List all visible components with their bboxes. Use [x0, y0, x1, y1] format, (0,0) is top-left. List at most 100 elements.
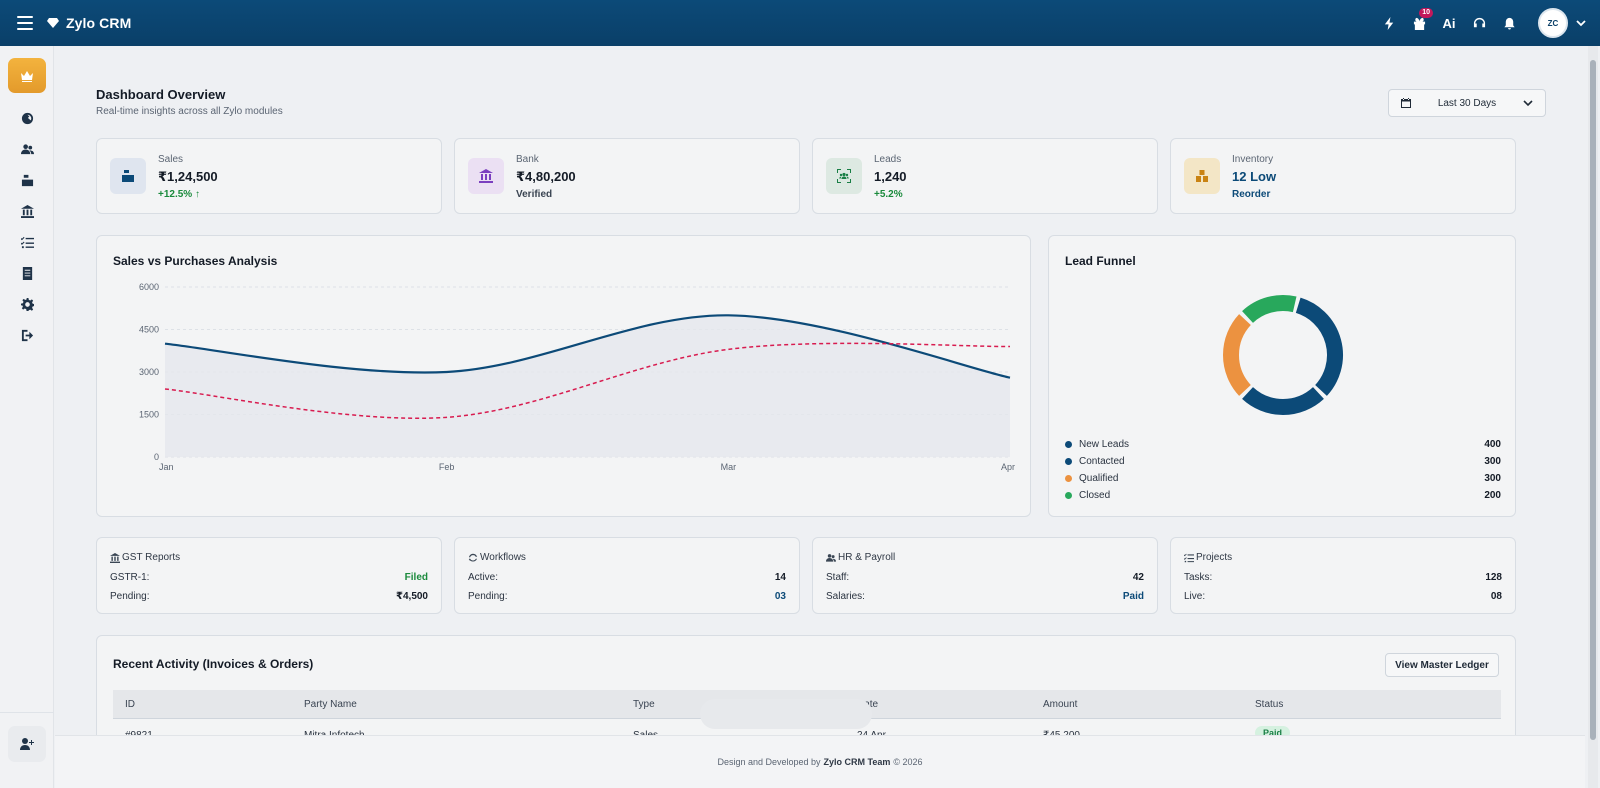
bolt-button[interactable] — [1374, 8, 1404, 38]
legend-dot — [1065, 440, 1072, 448]
module-header: Workflows — [468, 552, 526, 563]
users-icon — [826, 553, 836, 562]
main-content: Dashboard Overview Real-time insights ac… — [55, 46, 1585, 788]
column-header[interactable]: Type — [633, 699, 655, 710]
sidebar-item-reports[interactable] — [0, 263, 54, 283]
kpi-action[interactable]: Reorder — [1232, 189, 1271, 200]
sales-purchases-chart-card: Sales vs Purchases Analysis 0 1500 3000 450… — [96, 235, 1031, 517]
donut-slice-3[interactable] — [1242, 295, 1297, 324]
date-range-select[interactable]: Last 30 Days — [1388, 89, 1546, 117]
module-card-projects[interactable]: Projects Tasks: 128 Live: 08 — [1170, 537, 1516, 614]
kpi-card-inventory[interactable]: Inventory 12 Low Reorder — [1170, 138, 1516, 214]
support-button[interactable] — [1464, 8, 1494, 38]
cash-register-icon — [122, 170, 134, 182]
add-user-button[interactable] — [8, 726, 46, 762]
scrollbar-thumb[interactable] — [1590, 60, 1596, 740]
donut-slice-1[interactable] — [1242, 386, 1324, 415]
gauge-icon — [21, 112, 33, 124]
column-header[interactable]: ID — [125, 699, 135, 710]
y-tick-label: 0 — [154, 452, 159, 462]
kpi-label: Bank — [516, 154, 539, 165]
legend-value: 300 — [1484, 472, 1501, 484]
x-tick-label: Jan — [159, 462, 174, 472]
bell-icon — [1503, 17, 1515, 30]
cash-register-icon — [21, 174, 33, 186]
legend-value: 400 — [1484, 438, 1501, 450]
kpi-card-leads[interactable]: Leads 1,240 +5.2% — [812, 138, 1158, 214]
module-card-gst[interactable]: GST Reports GSTR-1: Filed Pending: ₹4,500 — [96, 537, 442, 614]
funnel-donut — [1223, 295, 1343, 415]
brand[interactable]: Zylo CRM — [47, 15, 131, 31]
column-header[interactable]: Amount — [1043, 699, 1078, 710]
module-title: Workflows — [480, 552, 526, 563]
headset-icon — [1473, 17, 1485, 27]
chevron-down-icon[interactable] — [1576, 18, 1586, 28]
sidebar-item-dashboard[interactable] — [0, 108, 54, 128]
footer-prefix: Design and Developed by — [717, 757, 821, 767]
logout-icon — [21, 329, 33, 341]
module-row: Staff: 42 — [826, 572, 1144, 583]
sidebar-item-tasks[interactable] — [0, 232, 54, 252]
footer-suffix: © 2026 — [893, 757, 923, 767]
legend-label: Qualified — [1079, 472, 1119, 484]
module-row: Tasks: 128 — [1184, 572, 1502, 583]
module-row: GSTR-1: Filed — [110, 572, 428, 583]
sidebar — [0, 46, 54, 788]
kpi-icon-box — [1184, 158, 1220, 194]
x-tick-label: Feb — [439, 462, 455, 472]
gift-button[interactable]: 10 — [1404, 8, 1434, 38]
legend-label: Closed — [1079, 489, 1111, 501]
funnel-legend-qualified: Qualified 300 — [1065, 471, 1501, 485]
kpi-change: +12.5% ↑ — [158, 189, 200, 200]
view-master-ledger-button[interactable]: View Master Ledger — [1385, 653, 1499, 677]
funnel-legend-new-leads: New Leads 400 — [1065, 437, 1501, 451]
series-line-1 — [164, 342, 1011, 419]
sidebar-item-contacts[interactable] — [0, 139, 54, 159]
arrow-up-icon: ↑ — [194, 189, 200, 200]
kpi-label: Leads — [874, 154, 902, 165]
app-name: Zylo CRM — [66, 15, 132, 31]
legend-value: 200 — [1484, 489, 1501, 501]
gear-icon — [20, 297, 34, 311]
bank-icon — [479, 169, 493, 183]
module-row: Live: 08 — [1184, 591, 1502, 602]
notification-badge: 10 — [1419, 8, 1433, 18]
donut-slice-0[interactable] — [1295, 297, 1343, 396]
module-card-workflows[interactable]: Workflows Active: 14 Pending: 03 — [454, 537, 800, 614]
recent-title: Recent Activity (Invoices & Orders) — [113, 657, 314, 671]
kpi-card-bank[interactable]: Bank ₹4,80,200 Verified — [454, 138, 800, 214]
notifications-button[interactable] — [1494, 8, 1524, 38]
page-subtitle: Real-time insights across all Zylo modul… — [96, 106, 283, 117]
bolt-icon — [1384, 16, 1393, 30]
column-header[interactable]: Status — [1255, 699, 1284, 710]
recycle-icon — [468, 553, 478, 561]
column-header[interactable]: Party Name — [304, 699, 357, 710]
sidebar-item-sales[interactable] — [0, 170, 54, 190]
chevron-down-icon — [1523, 100, 1533, 107]
sidebar-item-logout[interactable] — [0, 325, 54, 345]
module-header: HR & Payroll — [826, 552, 895, 563]
funnel-legend-closed: Closed 200 — [1065, 488, 1501, 502]
kpi-icon-box — [468, 158, 504, 194]
module-header: GST Reports — [110, 552, 180, 563]
x-tick-label: Apr — [1001, 462, 1015, 472]
sidebar-item-banking[interactable] — [0, 201, 54, 221]
kpi-card-sales[interactable]: Sales ₹1,24,500 +12.5% ↑ — [96, 138, 442, 214]
boxes-icon — [1196, 170, 1208, 182]
scrollbar[interactable] — [1588, 46, 1598, 788]
donut-slice-2[interactable] — [1223, 314, 1252, 396]
chart-title: Sales vs Purchases Analysis — [113, 254, 278, 268]
module-card-hr-payroll[interactable]: HR & Payroll Staff: 42 Salaries: Paid — [812, 537, 1158, 614]
calendar-icon — [1401, 98, 1411, 108]
menu-toggle-icon[interactable] — [17, 16, 33, 30]
crown-icon — [21, 70, 33, 82]
avatar[interactable]: ZC — [1538, 8, 1568, 38]
module-row: Salaries: Paid — [826, 591, 1144, 602]
crown-button[interactable] — [8, 58, 46, 93]
kpi-value: ₹1,24,500 — [158, 169, 218, 184]
ai-button[interactable]: Ai — [1434, 8, 1464, 38]
legend-label: Contacted — [1079, 455, 1125, 467]
y-tick-label: 1500 — [139, 410, 159, 420]
sidebar-item-settings[interactable] — [0, 294, 54, 314]
module-header: Projects — [1184, 552, 1232, 563]
